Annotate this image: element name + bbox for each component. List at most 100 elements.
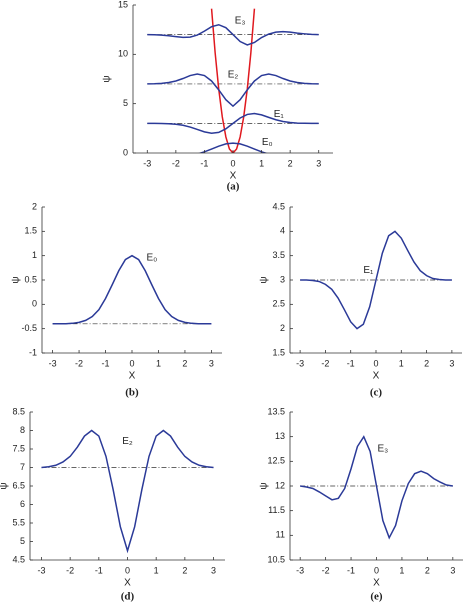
plot (52, 254, 212, 325)
x-axis-label: X (373, 578, 380, 589)
x-axis-label: X (124, 578, 131, 589)
y-tick-label: 1.5 (272, 347, 285, 357)
x-tick-label: 3 (209, 358, 214, 368)
plot (147, 8, 319, 153)
x-tick-label: -3 (296, 358, 304, 368)
y-tick-label: 2.5 (272, 299, 285, 309)
curve-label: E₂ (122, 436, 133, 447)
y-tick-label: 2 (32, 201, 37, 211)
y-tick-label: 10.5 (267, 554, 285, 564)
y-tick-label: 6 (20, 499, 25, 509)
x-tick-label: -3 (37, 565, 45, 575)
x-tick-label: -1 (200, 158, 208, 168)
x-tick-label: 3 (450, 565, 455, 575)
y-tick-label: 4.5 (272, 201, 285, 211)
x-tick-label: 1 (154, 565, 159, 575)
y-tick-label: -0.5 (21, 323, 37, 333)
x-axis-label: X (129, 371, 136, 382)
y-tick-label: 12 (275, 480, 285, 490)
x-tick-label: -2 (75, 358, 83, 368)
x-tick-label: 2 (182, 565, 187, 575)
y-tick-label: 1 (32, 250, 37, 260)
plot (300, 230, 452, 330)
curve (300, 230, 452, 330)
x-tick-label: 2 (182, 358, 187, 368)
curve (147, 23, 319, 46)
x-tick-label: -1 (102, 358, 110, 368)
curve (147, 112, 319, 135)
y-tick-label: 11 (276, 530, 285, 540)
x-tick-label: 0 (373, 358, 378, 368)
x-tick-label: -2 (322, 565, 330, 575)
curve-label: E₂ (228, 70, 239, 81)
y-tick-label: 13.5 (267, 406, 285, 416)
y-axis-label: ψ (259, 276, 270, 283)
x-axis-label: X (230, 171, 237, 182)
x-tick-label: 1 (156, 358, 161, 368)
x-tick-label: 0 (230, 158, 235, 168)
y-axis-label: ψ (102, 75, 113, 82)
y-tick-label: 2 (280, 323, 285, 333)
caption: (d) (121, 591, 135, 603)
y-tick-label: 12.5 (267, 456, 285, 466)
x-tick-label: 2 (424, 358, 429, 368)
curve (300, 435, 453, 540)
y-tick-label: 6.5 (12, 480, 25, 490)
y-tick-label: 5.5 (12, 517, 25, 527)
curve (210, 8, 256, 153)
y-tick-label: 15 (118, 0, 128, 9)
y-tick-label: 5 (20, 536, 25, 546)
y-tick-label: 1.5 (24, 226, 37, 236)
x-tick-label: -1 (347, 565, 355, 575)
y-axis-label: ψ (11, 276, 22, 283)
y-tick-label: 7 (20, 462, 25, 472)
x-tick-label: 0 (129, 358, 134, 368)
caption: (b) (125, 387, 139, 399)
caption: (a) (227, 181, 240, 193)
curve (41, 429, 214, 554)
curve-label: E₁ (363, 265, 374, 276)
y-tick-label: 3 (280, 274, 285, 284)
x-tick-label: -1 (347, 358, 355, 368)
x-tick-label: -2 (66, 565, 74, 575)
x-axis-label: X (373, 371, 380, 382)
x-tick-label: 0 (125, 565, 130, 575)
curve-label: E₀ (146, 253, 157, 264)
y-tick-label: 11.5 (268, 505, 285, 515)
y-tick-label: 8 (20, 425, 25, 435)
x-tick-label: 0 (374, 565, 379, 575)
x-tick-label: 1 (259, 158, 264, 168)
y-tick-label: 5 (123, 98, 128, 108)
x-tick-label: 3 (211, 565, 216, 575)
caption: (e) (370, 591, 383, 603)
x-tick-label: 3 (316, 158, 321, 168)
x-tick-label: -3 (143, 158, 151, 168)
curve-label: E₁ (274, 109, 285, 120)
x-tick-label: 1 (399, 358, 404, 368)
x-tick-label: 3 (449, 358, 454, 368)
x-tick-label: -2 (172, 158, 180, 168)
x-tick-label: 2 (425, 565, 430, 575)
y-tick-label: 4.5 (12, 554, 25, 564)
x-tick-label: -1 (95, 565, 103, 575)
x-tick-label: 1 (399, 565, 404, 575)
curve (52, 254, 212, 325)
y-tick-label: 0.5 (24, 274, 37, 284)
curve-label: E₃ (235, 15, 246, 26)
y-tick-label: 4 (280, 226, 285, 236)
y-tick-label: 8.5 (12, 406, 25, 416)
curve (198, 142, 268, 153)
y-axis-label: ψ (0, 482, 10, 489)
y-tick-label: -1 (29, 347, 37, 357)
y-tick-label: 7.5 (12, 443, 25, 453)
x-tick-label: 2 (288, 158, 293, 168)
plot (300, 435, 453, 540)
y-tick-label: 13 (275, 431, 285, 441)
y-tick-label: 0 (123, 147, 128, 157)
x-tick-label: -3 (296, 565, 304, 575)
curve-label: E₃ (377, 444, 388, 455)
y-tick-label: 10 (118, 49, 128, 59)
curve-label: E₀ (262, 137, 273, 148)
y-tick-label: 0 (32, 299, 37, 309)
